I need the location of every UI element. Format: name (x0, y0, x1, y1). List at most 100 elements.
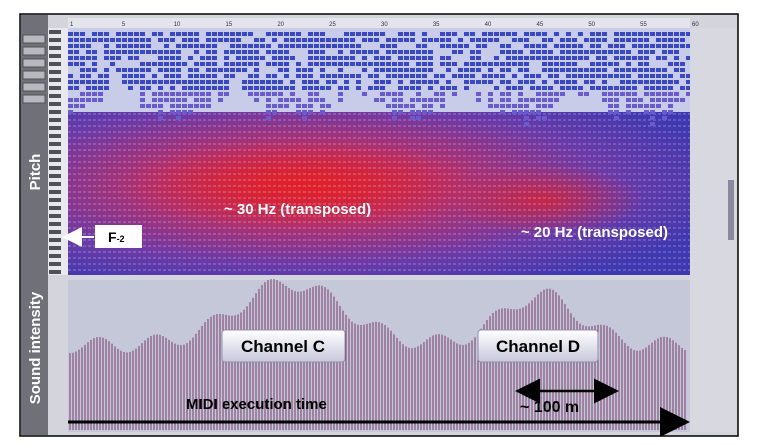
note-block (260, 38, 265, 42)
note-block (488, 74, 493, 78)
note-block (206, 86, 211, 90)
note-block (284, 68, 289, 72)
note-block (518, 56, 523, 60)
note-block (554, 74, 559, 78)
note-block (500, 98, 505, 102)
note-block (602, 92, 607, 96)
note-block (392, 110, 397, 114)
note-block (350, 44, 355, 48)
note-block (140, 92, 145, 96)
note-block (476, 98, 481, 102)
note-block (518, 98, 523, 102)
note-block (500, 80, 505, 84)
scroll-thumb[interactable] (728, 180, 734, 240)
note-block (224, 68, 229, 72)
note-block (602, 98, 607, 102)
note-block (80, 98, 85, 102)
note-block (560, 92, 565, 96)
note-block (266, 86, 271, 90)
note-block (644, 44, 649, 48)
note-block (374, 68, 379, 72)
note-block (368, 86, 373, 90)
note-block (530, 56, 535, 60)
note-block (536, 104, 541, 108)
note-block (116, 50, 121, 54)
note-block (404, 68, 409, 72)
note-block (416, 68, 421, 72)
note-block (350, 74, 355, 78)
note-block (416, 98, 421, 102)
note-block (296, 38, 301, 42)
note-block (326, 44, 331, 48)
heat-spot (120, 140, 480, 230)
note-block (230, 50, 235, 54)
note-block (434, 38, 439, 42)
note-block (134, 32, 139, 36)
note-block (260, 80, 265, 84)
note-block (128, 74, 133, 78)
note-block (506, 80, 511, 84)
note-block (104, 86, 109, 90)
note-block (386, 68, 391, 72)
note-block (398, 56, 403, 60)
note-block (668, 104, 673, 108)
note-block (158, 80, 163, 84)
note-block (530, 32, 535, 36)
side-button (22, 34, 46, 44)
note-block (428, 104, 433, 108)
note-block (572, 44, 577, 48)
note-block (320, 104, 325, 108)
note-block (272, 32, 277, 36)
note-block (626, 92, 631, 96)
note-block (362, 50, 367, 54)
note-block (488, 104, 493, 108)
note-block (662, 92, 667, 96)
note-block (170, 32, 175, 36)
side-button (22, 82, 46, 92)
note-block (302, 86, 307, 90)
note-block (596, 44, 601, 48)
note-block (152, 62, 157, 66)
note-block (254, 80, 259, 84)
note-block (146, 104, 151, 108)
note-block (668, 50, 673, 54)
note-block (290, 32, 295, 36)
note-block (206, 74, 211, 78)
note-block (542, 68, 547, 72)
note-block (536, 92, 541, 96)
note-block (230, 74, 235, 78)
note-block (350, 56, 355, 60)
note-block (98, 80, 103, 84)
note-block (302, 38, 307, 42)
note-block (368, 62, 373, 66)
note-block (650, 44, 655, 48)
piano-key (49, 222, 61, 226)
note-block (530, 74, 535, 78)
note-block (176, 98, 181, 102)
note-block (350, 50, 355, 54)
note-block (578, 68, 583, 72)
note-block (140, 44, 145, 48)
note-block (68, 110, 73, 114)
note-block (536, 50, 541, 54)
note-block (398, 110, 403, 114)
note-block (158, 98, 163, 102)
note-block (380, 68, 385, 72)
note-block (638, 68, 643, 72)
note-block (500, 92, 505, 96)
note-block (176, 62, 181, 66)
note-block (188, 110, 193, 114)
note-block (428, 86, 433, 90)
note-block (548, 50, 553, 54)
note-block (302, 68, 307, 72)
note-block (164, 62, 169, 66)
note-block (398, 50, 403, 54)
note-block (542, 86, 547, 90)
note-block (272, 50, 277, 54)
note-block (170, 104, 175, 108)
piano-key (49, 230, 61, 234)
piano-key (49, 262, 61, 266)
note-block (272, 62, 277, 66)
note-block (650, 104, 655, 108)
note-block (170, 56, 175, 60)
